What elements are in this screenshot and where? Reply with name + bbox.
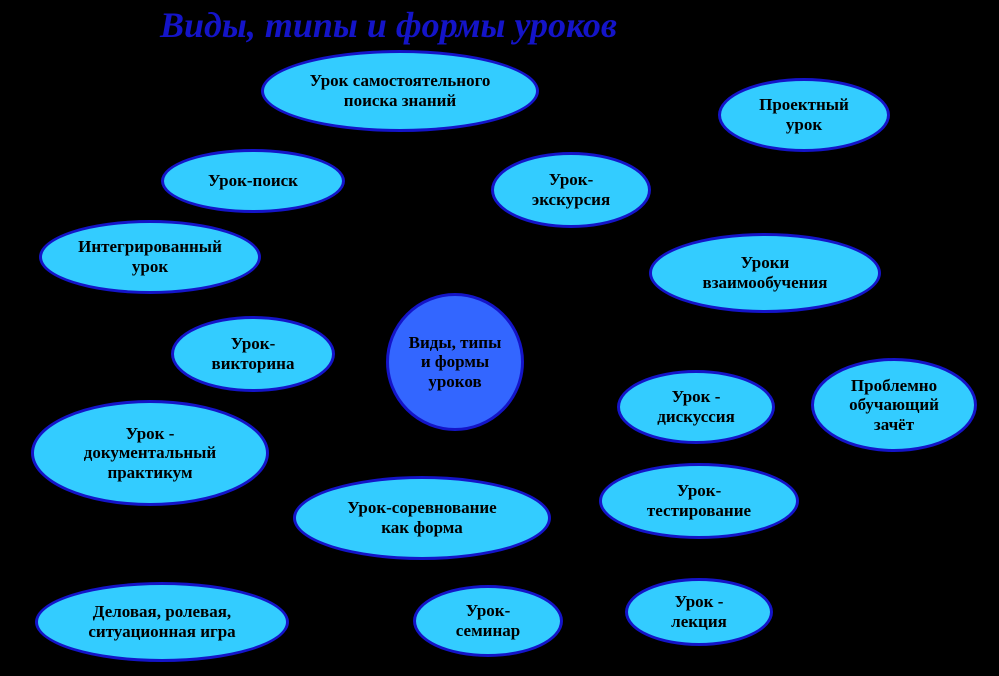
- node-doc-practicum-label: Урок - документальный практикум: [84, 424, 216, 483]
- node-project: Проектный урок: [718, 78, 890, 152]
- node-quiz-label: Урок- викторина: [212, 334, 295, 373]
- node-competition-label: Урок-соревнование как форма: [347, 498, 496, 537]
- node-doc-practicum: Урок - документальный практикум: [31, 400, 269, 506]
- node-search-label: Урок-поиск: [208, 171, 298, 191]
- node-lecture-label: Урок - лекция: [671, 592, 727, 631]
- node-lecture: Урок - лекция: [625, 578, 773, 646]
- node-competition: Урок-соревнование как форма: [293, 476, 551, 560]
- node-integrated: Интегрированный урок: [39, 220, 261, 294]
- node-search: Урок-поиск: [161, 149, 345, 213]
- node-testing-label: Урок- тестирование: [647, 481, 751, 520]
- node-problem-exam: Проблемно обучающий зачёт: [811, 358, 977, 452]
- node-project-label: Проектный урок: [759, 95, 849, 134]
- node-excursion-label: Урок- экскурсия: [532, 170, 610, 209]
- center-node-label: Виды, типы и формы уроков: [409, 333, 502, 392]
- diagram-title: Виды, типы и формы уроков: [160, 4, 617, 46]
- node-self-search-label: Урок самостоятельного поиска знаний: [310, 71, 491, 110]
- node-biz-game-label: Деловая, ролевая, ситуационная игра: [88, 602, 235, 641]
- node-seminar-label: Урок- семинар: [456, 601, 520, 640]
- node-problem-exam-label: Проблемно обучающий зачёт: [849, 376, 939, 435]
- node-testing: Урок- тестирование: [599, 463, 799, 539]
- node-seminar: Урок- семинар: [413, 585, 563, 657]
- node-integrated-label: Интегрированный урок: [78, 237, 222, 276]
- node-excursion: Урок- экскурсия: [491, 152, 651, 228]
- node-mutual: Уроки взаимообучения: [649, 233, 881, 313]
- node-quiz: Урок- викторина: [171, 316, 335, 392]
- node-discussion-label: Урок - дискуссия: [657, 387, 735, 426]
- center-node: Виды, типы и формы уроков: [386, 293, 524, 431]
- node-biz-game: Деловая, ролевая, ситуационная игра: [35, 582, 289, 662]
- node-discussion: Урок - дискуссия: [617, 370, 775, 444]
- node-self-search: Урок самостоятельного поиска знаний: [261, 50, 539, 132]
- node-mutual-label: Уроки взаимообучения: [703, 253, 828, 292]
